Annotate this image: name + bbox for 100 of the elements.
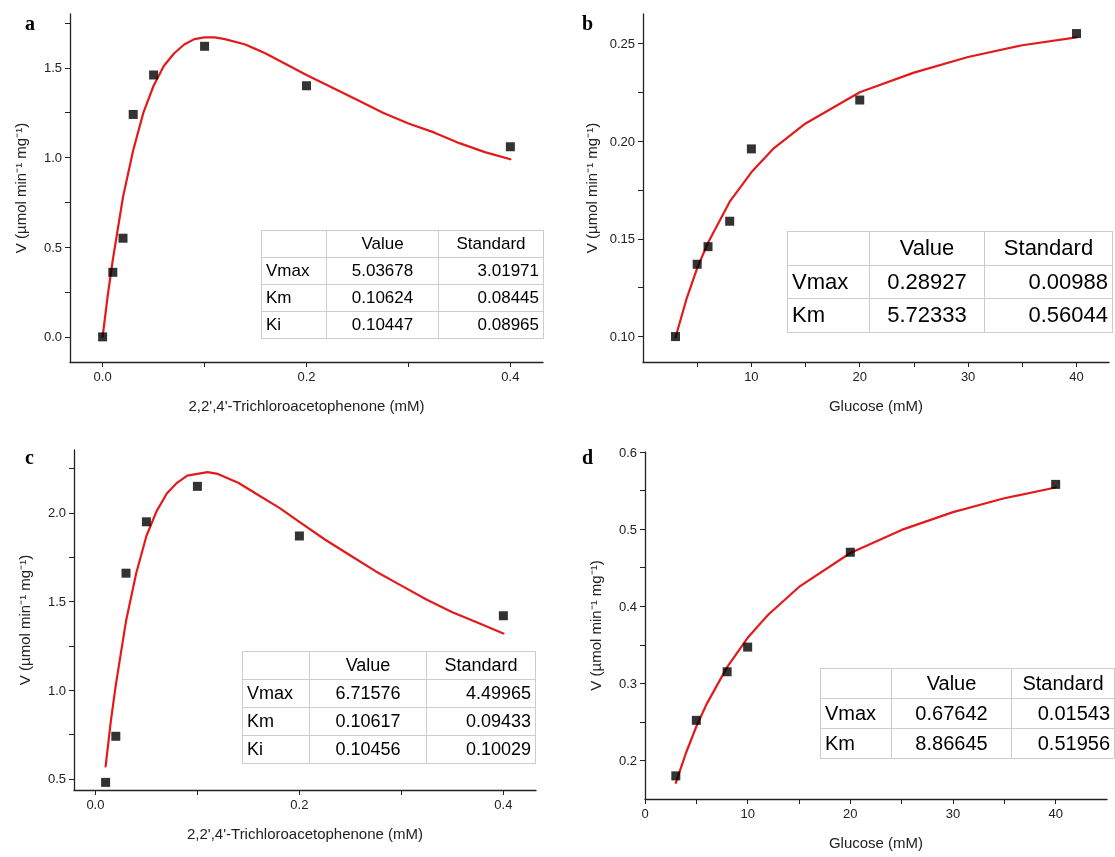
annotation: Vmax bbox=[242, 679, 310, 708]
point bbox=[845, 547, 855, 557]
annotation: 6.71576 bbox=[309, 679, 427, 708]
point bbox=[746, 144, 756, 154]
y-tick-label: 0.6 bbox=[618, 444, 637, 460]
x-tick-label: 0.0 bbox=[86, 797, 105, 812]
annotation: Km bbox=[242, 707, 310, 736]
y-tick-label: 0.2 bbox=[618, 752, 637, 768]
annotation: Standard bbox=[426, 651, 536, 680]
point bbox=[855, 95, 865, 105]
annotation: Vmax bbox=[787, 265, 870, 299]
x-tick-label: 0 bbox=[641, 806, 649, 821]
y-tick-label: 1.5 bbox=[43, 60, 62, 76]
x-axis-title: Glucose (mM) bbox=[828, 397, 924, 414]
annotation: 4.49965 bbox=[426, 679, 536, 708]
annotation: Ki bbox=[242, 735, 310, 764]
y-tick-label: 0.0 bbox=[43, 329, 62, 345]
y-tick-label: 1.5 bbox=[47, 594, 66, 610]
annotation: 0.10447 bbox=[326, 311, 439, 339]
annotation: 8.86645 bbox=[891, 728, 1012, 759]
annotation: 0.10617 bbox=[309, 707, 427, 736]
y-axis-title: V (µmol min⁻¹ mg⁻¹) bbox=[16, 554, 33, 686]
point bbox=[743, 642, 753, 652]
annotation: Standard bbox=[1011, 668, 1115, 699]
annotation: 0.08965 bbox=[438, 311, 544, 339]
annotation: Km bbox=[787, 298, 870, 332]
point bbox=[149, 70, 159, 80]
point bbox=[200, 41, 210, 51]
chart-title: c bbox=[25, 446, 34, 468]
annotation: 5.03678 bbox=[326, 257, 439, 285]
point bbox=[725, 216, 735, 226]
y-tick-label: 1.0 bbox=[43, 150, 62, 166]
point bbox=[101, 777, 111, 787]
point bbox=[302, 81, 311, 91]
annotation: 0.10029 bbox=[426, 735, 536, 764]
y-tick-label: 0.15 bbox=[609, 231, 635, 247]
x-tick-label: 0.2 bbox=[297, 369, 316, 384]
annotation: Ki bbox=[261, 311, 327, 339]
point bbox=[691, 715, 701, 725]
x-tick-label: 0.4 bbox=[501, 369, 520, 384]
annotation: 0.56044 bbox=[984, 298, 1113, 332]
annotation: Km bbox=[261, 284, 327, 312]
point bbox=[505, 142, 515, 152]
point bbox=[118, 233, 128, 243]
x-axis-title: Glucose (mM) bbox=[828, 834, 924, 851]
point bbox=[111, 731, 121, 741]
y-tick-label: 0.3 bbox=[618, 675, 637, 691]
annotation: 0.51956 bbox=[1011, 728, 1115, 759]
point bbox=[294, 531, 304, 541]
point bbox=[498, 611, 508, 621]
y-axis-title: V (µmol min⁻¹ mg⁻¹) bbox=[12, 122, 29, 254]
chart-title: a bbox=[25, 12, 35, 34]
annotation: 3.01971 bbox=[438, 257, 544, 285]
x-tick-label: 30 bbox=[960, 369, 976, 384]
x-tick-label: 10 bbox=[744, 369, 759, 384]
y-tick-label: 0.25 bbox=[609, 35, 635, 51]
point bbox=[671, 332, 681, 342]
y-tick-label: 0.5 bbox=[618, 521, 637, 537]
x-tick-label: 0.4 bbox=[494, 797, 513, 812]
point bbox=[128, 109, 138, 119]
x-tick-label: 40 bbox=[1048, 806, 1063, 821]
point bbox=[692, 259, 702, 269]
point bbox=[108, 267, 118, 277]
x-tick-label: 20 bbox=[852, 369, 867, 384]
y-tick-label: 0.10 bbox=[609, 329, 635, 345]
x-tick-label: 40 bbox=[1069, 369, 1084, 384]
annotation: 0.67642 bbox=[891, 698, 1012, 729]
annotation: 0.09433 bbox=[426, 707, 536, 736]
annotation: Vmax bbox=[820, 698, 892, 729]
chart-title: d bbox=[582, 446, 594, 468]
annotation: 0.28927 bbox=[869, 265, 985, 299]
y-tick-label: 0.20 bbox=[609, 133, 635, 149]
annotation: Value bbox=[309, 651, 427, 680]
x-tick-label: 0.0 bbox=[93, 369, 112, 384]
point bbox=[192, 481, 202, 491]
x-tick-label: 30 bbox=[945, 806, 961, 821]
point bbox=[98, 332, 108, 342]
x-axis-title: 2,2',4'-Trichloroacetophenone (mM) bbox=[186, 825, 424, 842]
annotation: 5.72333 bbox=[869, 298, 985, 332]
annotation: Value bbox=[326, 230, 439, 258]
y-tick-label: 0.5 bbox=[47, 771, 66, 787]
annotation: Vmax bbox=[261, 257, 327, 285]
annotation: Km bbox=[820, 728, 892, 759]
y-axis-title: V (µmol min⁻¹ mg⁻¹) bbox=[587, 560, 604, 691]
x-axis-title: 2,2',4'-Trichloroacetophenone (mM) bbox=[188, 397, 425, 414]
annotation: Value bbox=[891, 668, 1012, 699]
annotation: Value bbox=[869, 231, 985, 265]
annotation: 0.10624 bbox=[326, 284, 439, 312]
point bbox=[121, 568, 131, 578]
point bbox=[1051, 479, 1061, 489]
annotation: 0.08445 bbox=[438, 284, 544, 312]
point bbox=[141, 517, 151, 527]
point bbox=[1071, 29, 1081, 39]
point bbox=[703, 242, 713, 252]
y-tick-label: 1.0 bbox=[47, 682, 66, 698]
annotation: 0.10456 bbox=[309, 735, 427, 764]
y-tick-label: 0.5 bbox=[43, 239, 62, 255]
x-tick-label: 10 bbox=[740, 806, 755, 821]
y-tick-label: 2.0 bbox=[47, 505, 66, 521]
chart-title: b bbox=[582, 12, 594, 34]
